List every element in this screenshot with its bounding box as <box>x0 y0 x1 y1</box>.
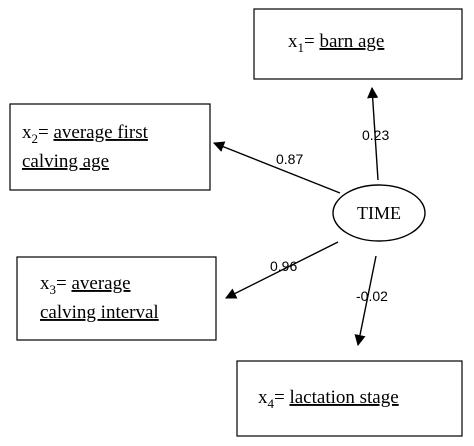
edge-time-x4-arrow <box>354 255 377 347</box>
edge-time-x1: 0.23 <box>362 86 389 181</box>
node-x4: x4= lactation stage <box>236 360 463 437</box>
node-x1-text: x1= barn age <box>288 31 384 55</box>
node-x3: x3= average calving interval <box>16 256 217 341</box>
node-x2: x2= average first calving age <box>9 103 211 191</box>
node-x1: x1= barn age <box>253 8 463 80</box>
edge-time-x4-weight: -0.02 <box>356 288 388 304</box>
node-x2-text-line2: calving age <box>22 151 109 172</box>
node-x2-box <box>9 103 211 191</box>
edge-time-x3-weight: 0.96 <box>270 258 297 274</box>
edge-time-x2-arrow <box>212 141 341 194</box>
node-x4-box <box>236 360 463 437</box>
edge-time-x2: 0.87 <box>212 141 341 194</box>
center-node: TIME <box>332 184 426 242</box>
node-x1-box <box>253 8 463 80</box>
time-label: TIME <box>357 203 401 223</box>
edge-time-x3: 0.96 <box>224 241 339 299</box>
node-x3-text-line1: x3= average <box>40 273 131 297</box>
node-x3-text-line2: calving interval <box>40 302 159 323</box>
edge-time-x2-weight: 0.87 <box>276 151 303 167</box>
node-x4-text: x4= lactation stage <box>258 387 399 411</box>
edge-time-x1-weight: 0.23 <box>362 127 389 143</box>
edge-time-x3-arrow <box>224 241 339 299</box>
node-x2-text-line1: x2= average first <box>22 122 149 146</box>
edge-time-x1-arrow <box>367 86 379 181</box>
edge-time-x4: -0.02 <box>354 255 388 347</box>
node-x3-box <box>16 256 217 341</box>
time-ellipse <box>332 184 426 242</box>
